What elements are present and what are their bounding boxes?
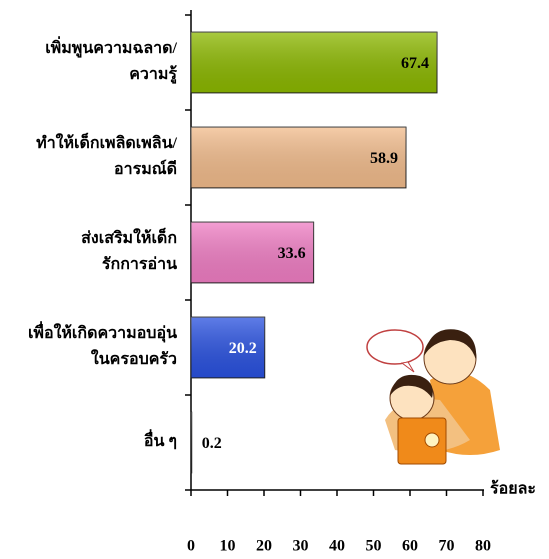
bar-shade (191, 127, 406, 188)
x-tick-label: 20 (256, 538, 272, 555)
y-tick-label: รักการอ่าน (102, 255, 177, 273)
x-tick-label: 10 (220, 538, 236, 555)
x-tick-label: 80 (475, 538, 491, 555)
bar-shade (191, 222, 314, 283)
bar-shade (191, 317, 265, 378)
x-axis-label: ร้อยละ (490, 480, 536, 498)
x-tick-label: 40 (329, 538, 345, 555)
y-tick-label: อารมณ์ดี (114, 159, 177, 178)
y-tick-label: เพื่อให้เกิดความอบอุ่น (28, 321, 177, 343)
value-label: 67.4 (401, 55, 429, 72)
bar-shade (191, 32, 438, 93)
illustration (366, 329, 500, 465)
x-tick-label: 30 (293, 538, 309, 555)
x-tick-label: 0 (187, 538, 195, 555)
value-label: 20.2 (229, 340, 257, 357)
y-tick-label: ในครอบครัว (91, 349, 177, 368)
y-tick-label: ส่งเสริมให้เด็ก (81, 226, 177, 247)
y-tick-label: ทำให้เด็กเพลิดเพลิน/ (36, 131, 177, 152)
y-tick-label: ความรู้ (129, 65, 177, 85)
y-tick-label: เพิ่มพูนความฉลาด/ (45, 36, 177, 59)
bar-shade (191, 412, 192, 473)
value-label: 58.9 (370, 150, 398, 167)
x-tick-label: 70 (439, 538, 455, 555)
x-tick-label: 50 (366, 538, 382, 555)
x-tick-label: 60 (402, 538, 418, 555)
value-label: 33.6 (278, 245, 306, 262)
value-label: 0.2 (202, 435, 222, 452)
y-tick-label: อื่น ๆ (143, 429, 177, 450)
